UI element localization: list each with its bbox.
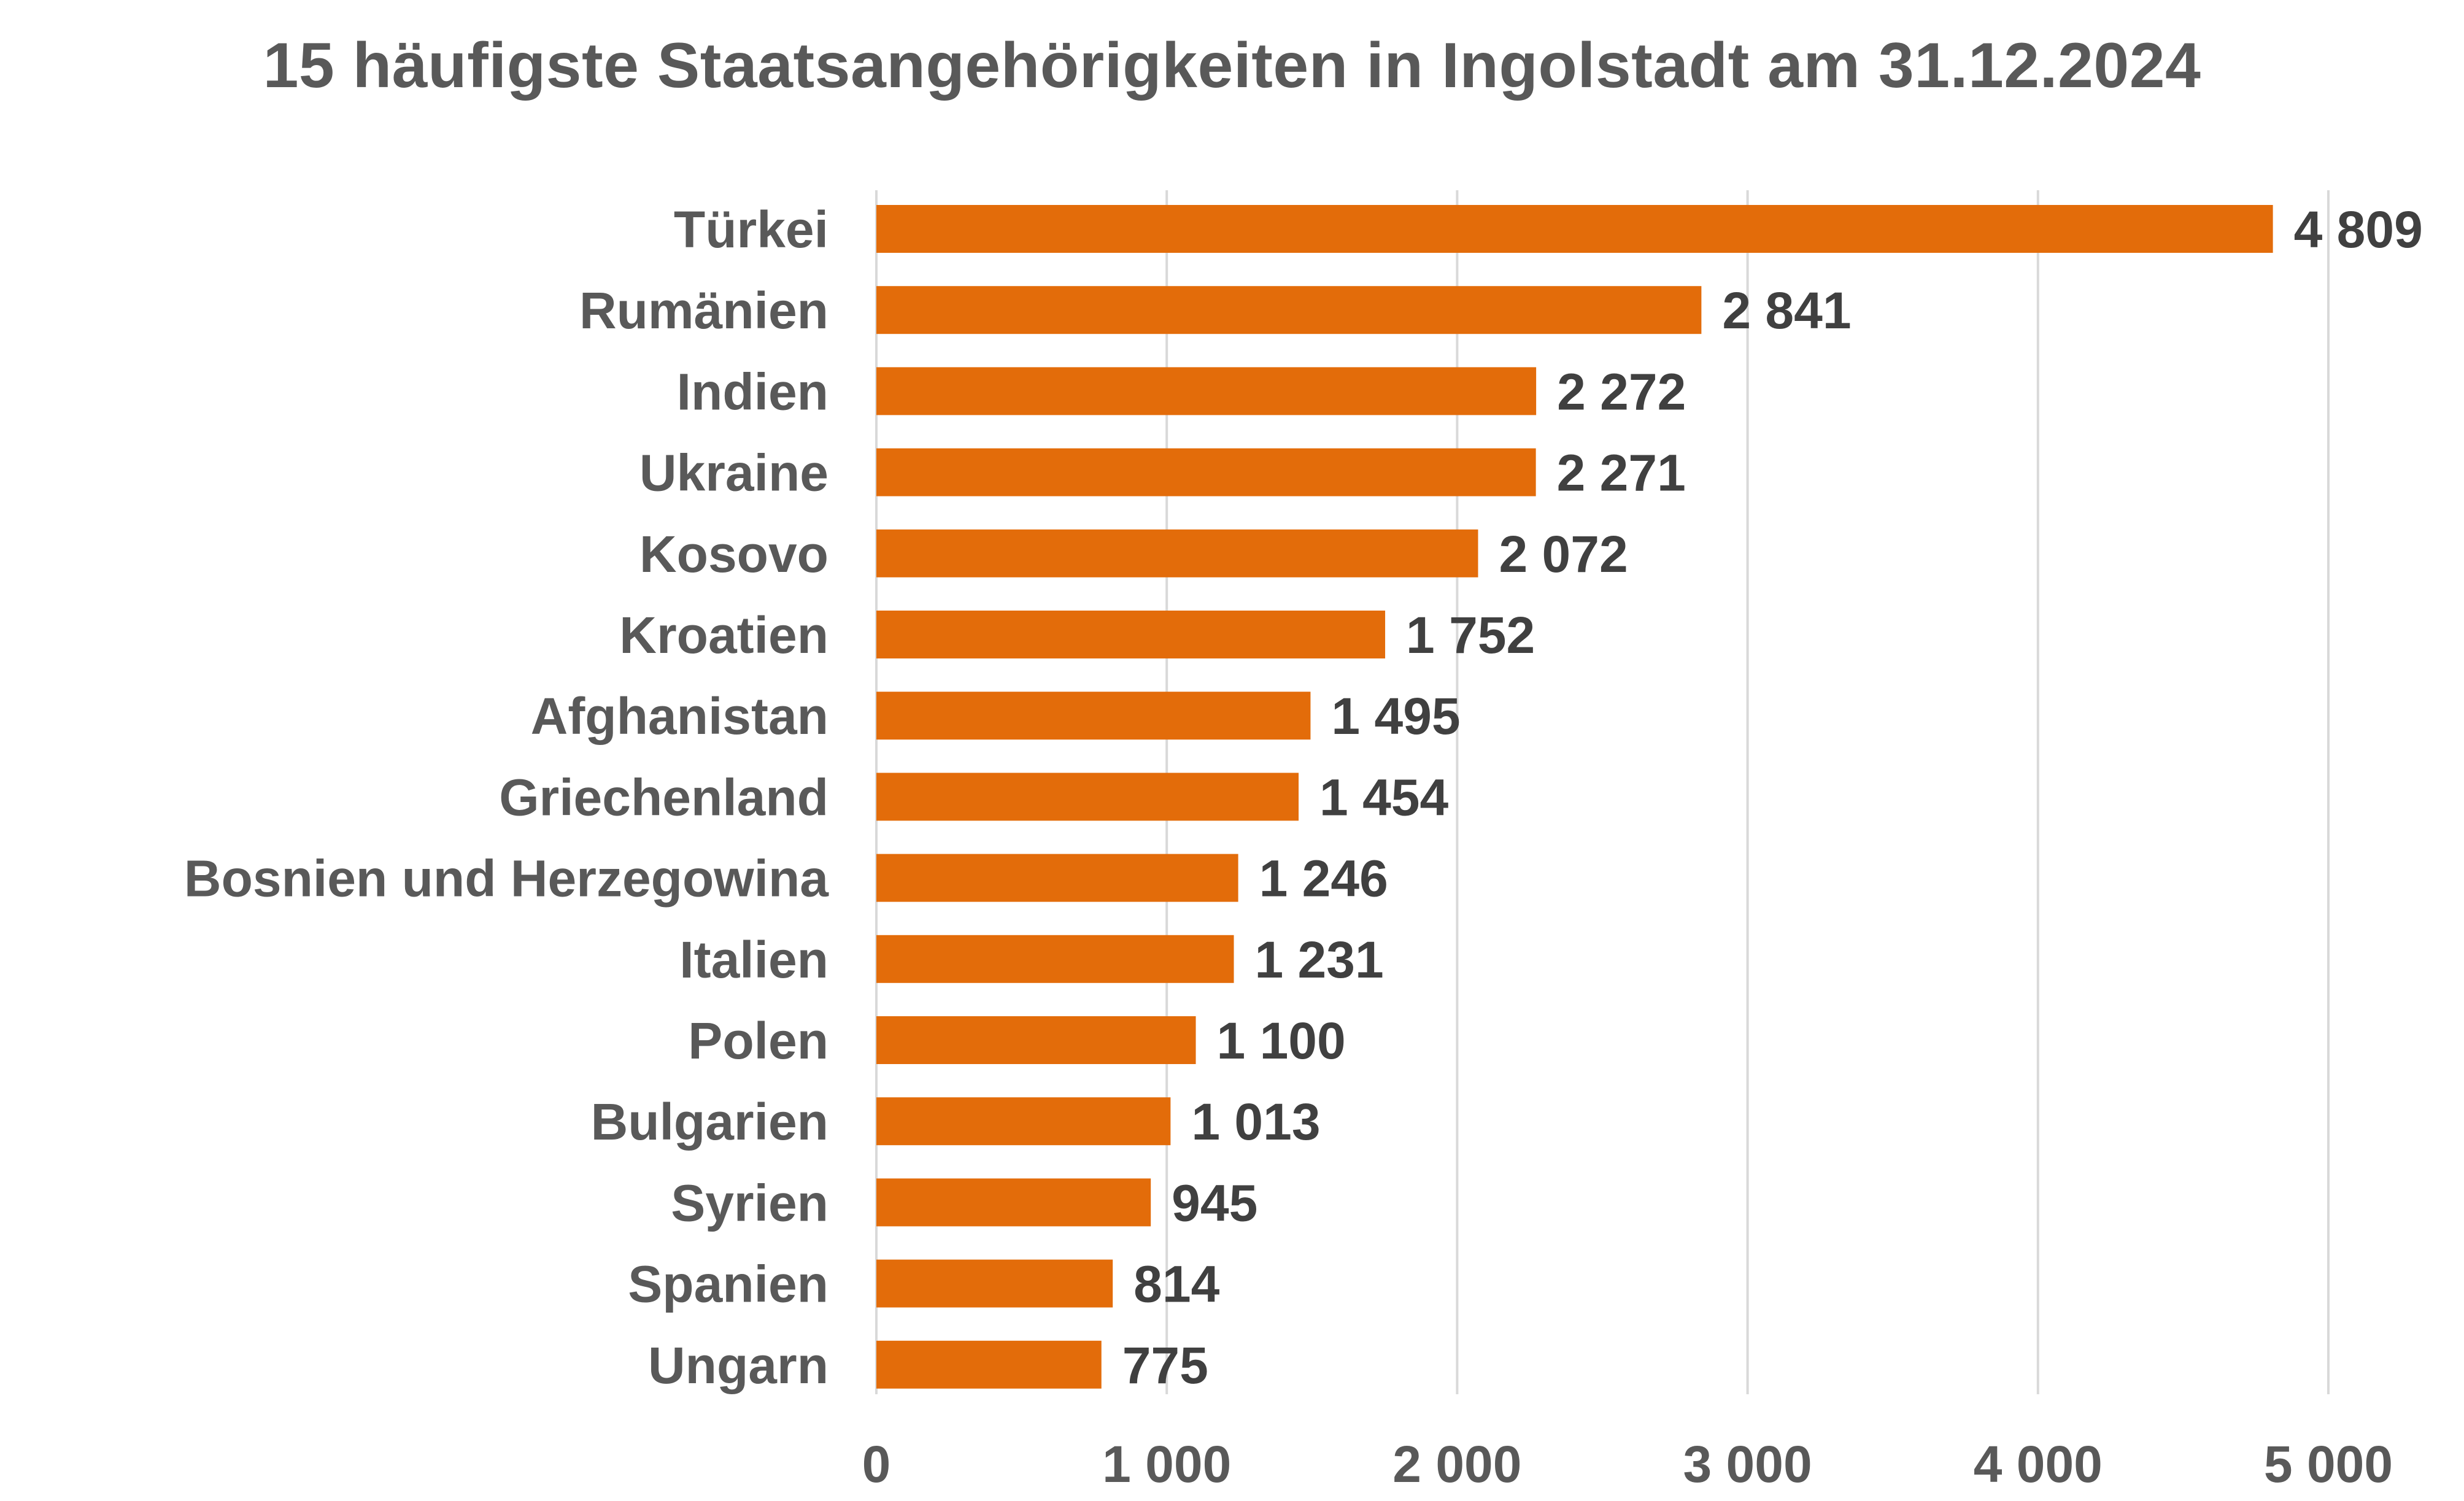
data-label: 2 841 <box>1722 282 1851 339</box>
bar <box>876 205 2273 253</box>
bar <box>876 611 1386 658</box>
x-axis-tick-labels: 0 1 000 2 000 3 000 4 000 5 000 <box>862 1435 2393 1493</box>
bar <box>876 1259 1113 1308</box>
bar <box>876 1097 1171 1146</box>
data-label: 1 752 <box>1406 606 1535 664</box>
category-label: Kroatien <box>619 606 828 664</box>
category-label: Syrien <box>671 1174 828 1232</box>
category-label: Italien <box>679 931 828 989</box>
bar <box>876 529 1478 577</box>
chart-title: 15 häufigste Staatsangehörigkeiten in In… <box>263 30 2201 101</box>
data-label: 1 100 <box>1217 1012 1346 1070</box>
category-label: Bulgarien <box>591 1093 828 1151</box>
category-label: Spanien <box>628 1256 828 1313</box>
data-label: 1 013 <box>1191 1093 1320 1151</box>
bar <box>876 1178 1151 1227</box>
bar <box>876 935 1234 983</box>
data-label: 2 272 <box>1557 363 1686 420</box>
x-tick-label: 2 000 <box>1392 1435 1521 1493</box>
category-label: Indien <box>677 363 828 420</box>
x-tick-label: 0 <box>862 1435 891 1493</box>
category-label: Polen <box>688 1012 828 1070</box>
bar <box>876 692 1311 740</box>
x-tick-label: 3 000 <box>1683 1435 1812 1493</box>
data-label: 814 <box>1134 1256 1219 1313</box>
data-label: 775 <box>1122 1337 1208 1394</box>
bar <box>876 1340 1102 1389</box>
data-label: 1 495 <box>1331 687 1460 745</box>
bar <box>876 1016 1196 1064</box>
x-tick-label: 1 000 <box>1102 1435 1231 1493</box>
bar <box>876 854 1238 902</box>
data-label: 1 231 <box>1255 931 1384 989</box>
category-label: Ukraine <box>639 444 828 502</box>
bars <box>876 205 2273 1389</box>
bar <box>876 367 1537 415</box>
x-tick-label: 4 000 <box>1974 1435 2103 1493</box>
data-label: 1 454 <box>1319 768 1448 826</box>
category-labels: Türkei Rumänien Indien Ukraine Kosovo Kroatie… <box>184 201 829 1394</box>
data-label: 1 246 <box>1259 850 1388 908</box>
value-labels: 4 809 2 841 2 272 2 271 2 072 1 752 1 495 1 454… <box>1122 201 2423 1394</box>
bar <box>876 286 1702 334</box>
category-label: Bosnien und Herzegowina <box>184 850 829 908</box>
category-label: Kosovo <box>639 525 828 583</box>
category-label: Rumänien <box>579 282 828 339</box>
data-label: 4 809 <box>2294 201 2423 258</box>
bar <box>876 773 1299 821</box>
data-label: 945 <box>1172 1174 1257 1232</box>
category-label: Türkei <box>674 201 828 258</box>
category-label: Afghanistan <box>531 687 828 745</box>
data-label: 2 271 <box>1557 444 1686 502</box>
data-label: 2 072 <box>1499 525 1628 583</box>
x-tick-label: 5 000 <box>2264 1435 2393 1493</box>
bar <box>876 448 1536 496</box>
category-label: Griechenland <box>499 768 828 826</box>
category-label: Ungarn <box>648 1337 828 1394</box>
